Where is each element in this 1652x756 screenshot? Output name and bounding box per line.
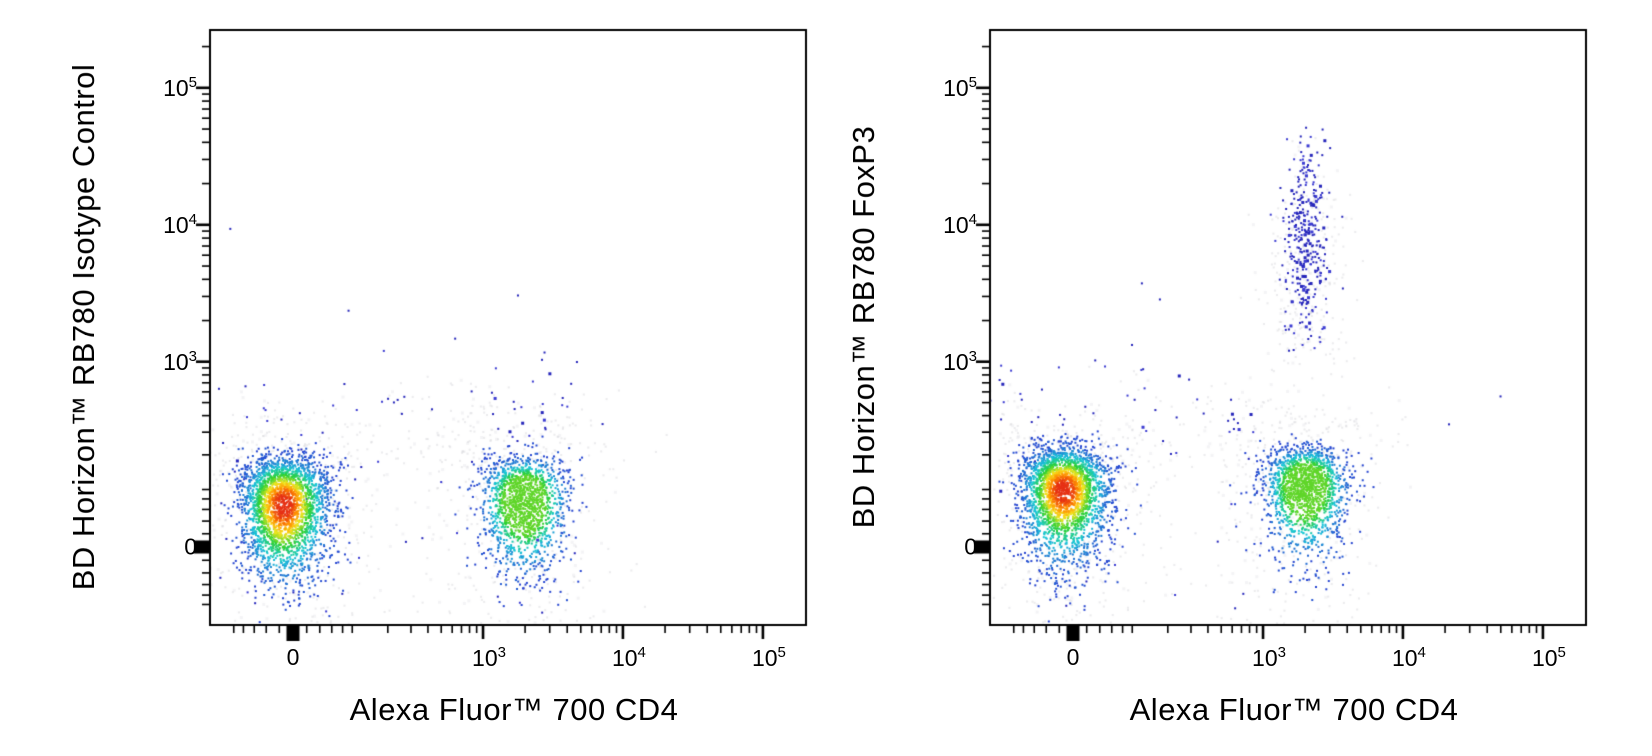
x-tick-label: 103 [1252,644,1286,671]
y-tick-label: 104 [943,210,977,238]
x-tick-label: 0 [1066,644,1080,670]
x-tick-label: 105 [751,644,786,671]
x-axis-title-right: Alexa Fluor™ 700 CD4 [1129,692,1459,727]
x-tick-label: 0 [286,644,300,670]
x-tick-label: 104 [611,644,646,671]
y-axis-title-left: BD Horizon™ RB780 Isotype Control [66,63,101,591]
x-tick-label: 104 [1391,644,1426,671]
y-tick-label: 103 [943,347,977,375]
y-tick-label: 103 [163,347,197,375]
x-tick-label: 103 [472,644,506,671]
y-tick-label: 0 [184,533,197,560]
x-tick-label: 105 [1531,644,1566,671]
y-tick-label: 105 [943,73,977,101]
y-tick-label: 104 [163,210,197,238]
y-axis-title-right: BD Horizon™ RB780 FoxP3 [846,125,881,529]
y-tick-label: 105 [163,73,197,101]
x-axis-title-left: Alexa Fluor™ 700 CD4 [349,692,679,727]
y-tick-label: 0 [964,533,977,560]
